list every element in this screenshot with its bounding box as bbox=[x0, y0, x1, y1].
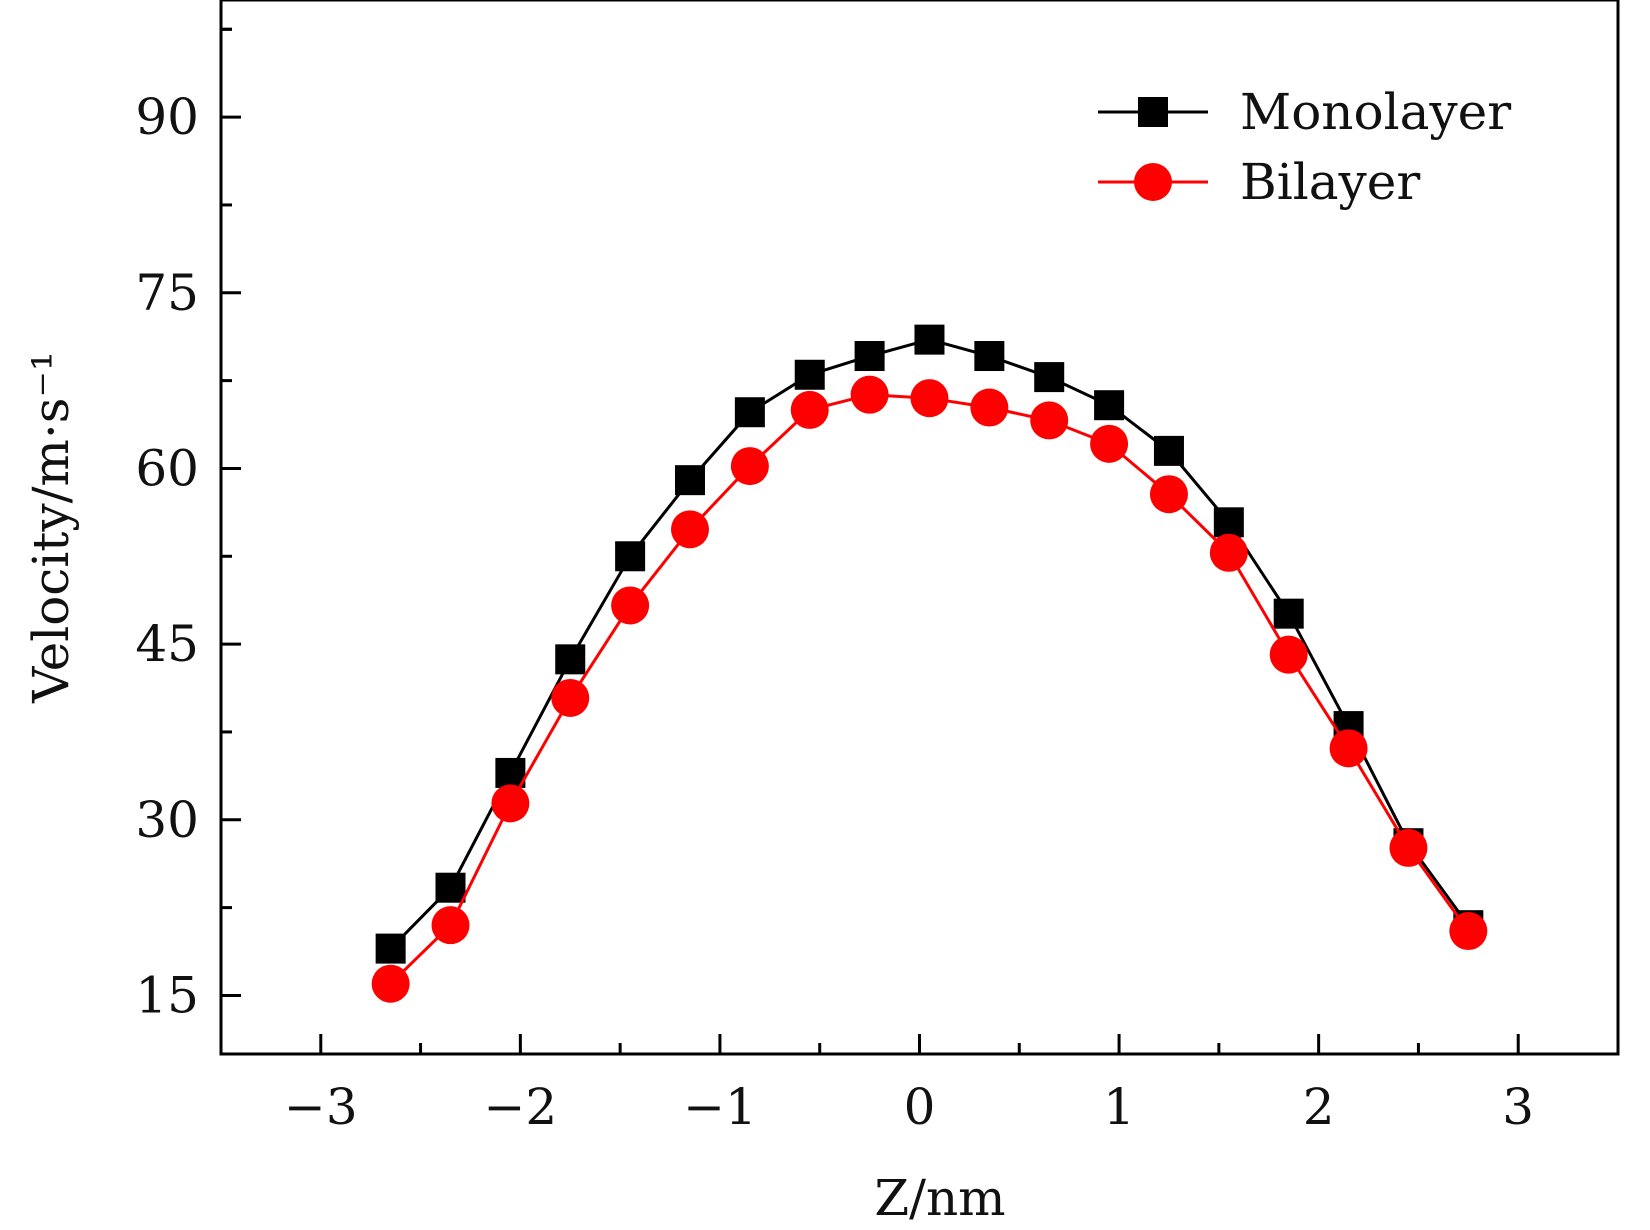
x-tick-label: −3 bbox=[284, 1078, 358, 1136]
data-point-monolayer bbox=[794, 359, 825, 390]
x-tick-label: −2 bbox=[483, 1078, 557, 1136]
data-point-monolayer bbox=[555, 644, 586, 675]
x-tick-label: 3 bbox=[1502, 1078, 1534, 1136]
data-point-bilayer bbox=[611, 586, 650, 625]
data-point-bilayer bbox=[1389, 828, 1428, 867]
data-point-bilayer bbox=[670, 510, 709, 549]
x-tick-label: −1 bbox=[683, 1078, 757, 1136]
data-point-bilayer bbox=[371, 964, 410, 1003]
data-point-bilayer bbox=[730, 447, 769, 486]
data-point-bilayer bbox=[1269, 635, 1308, 674]
data-point-bilayer bbox=[431, 906, 470, 945]
legend-item-bilayer: Bilayer bbox=[1098, 153, 1420, 211]
data-point-monolayer bbox=[1213, 507, 1244, 538]
y-tick-label: 30 bbox=[135, 791, 199, 849]
data-point-bilayer bbox=[1149, 475, 1188, 514]
legend-marker-monolayer bbox=[1138, 97, 1168, 127]
series-line-bilayer bbox=[389, 393, 1470, 985]
y-tick-label: 75 bbox=[135, 264, 199, 322]
data-point-bilayer bbox=[551, 678, 590, 717]
data-point-bilayer bbox=[1030, 401, 1069, 440]
data-point-monolayer bbox=[435, 872, 466, 903]
series-line-monolayer bbox=[389, 338, 1470, 950]
series-bilayer bbox=[371, 375, 1488, 1003]
data-point-monolayer bbox=[914, 324, 945, 355]
series-layer bbox=[371, 324, 1488, 1003]
data-point-bilayer bbox=[850, 375, 889, 414]
data-point-monolayer bbox=[1153, 435, 1184, 466]
legend-marker-bilayer bbox=[1134, 163, 1172, 201]
data-point-bilayer bbox=[491, 784, 530, 823]
y-axis-title: Velocity/m·s⁻¹ bbox=[22, 351, 80, 704]
data-point-monolayer bbox=[674, 465, 705, 496]
data-point-monolayer bbox=[1034, 362, 1065, 393]
data-point-monolayer bbox=[615, 541, 646, 572]
series-monolayer bbox=[375, 324, 1484, 964]
data-point-bilayer bbox=[1209, 533, 1248, 572]
data-point-bilayer bbox=[790, 390, 829, 429]
data-point-monolayer bbox=[375, 933, 406, 964]
data-point-monolayer bbox=[854, 341, 885, 372]
x-axis-ticks: −3 −2 −1 0 1 2 3 bbox=[284, 1034, 1534, 1136]
data-point-bilayer bbox=[1090, 424, 1129, 463]
data-point-bilayer bbox=[970, 388, 1009, 427]
legend-label-monolayer: Monolayer bbox=[1240, 83, 1511, 141]
x-tick-label: 2 bbox=[1303, 1078, 1335, 1136]
y-tick-label: 60 bbox=[135, 439, 199, 497]
data-point-monolayer bbox=[734, 397, 765, 428]
legend: Monolayer Bilayer bbox=[1098, 83, 1511, 211]
y-tick-label: 45 bbox=[135, 615, 199, 673]
y-tick-label: 90 bbox=[135, 88, 199, 146]
y-tick-label: 15 bbox=[135, 966, 199, 1024]
data-point-monolayer bbox=[974, 341, 1005, 372]
y-axis-ticks: 15 30 45 60 75 90 bbox=[135, 27, 241, 1024]
data-point-monolayer bbox=[1094, 390, 1125, 421]
data-point-bilayer bbox=[1329, 729, 1368, 768]
data-point-monolayer bbox=[1273, 598, 1304, 629]
legend-item-monolayer: Monolayer bbox=[1098, 83, 1511, 141]
x-tick-label: 1 bbox=[1103, 1078, 1135, 1136]
x-axis-title: Z/nm bbox=[874, 1169, 1005, 1227]
x-tick-label: 0 bbox=[904, 1078, 936, 1136]
data-point-bilayer bbox=[1449, 912, 1488, 951]
data-point-bilayer bbox=[910, 379, 949, 418]
legend-label-bilayer: Bilayer bbox=[1240, 153, 1420, 211]
